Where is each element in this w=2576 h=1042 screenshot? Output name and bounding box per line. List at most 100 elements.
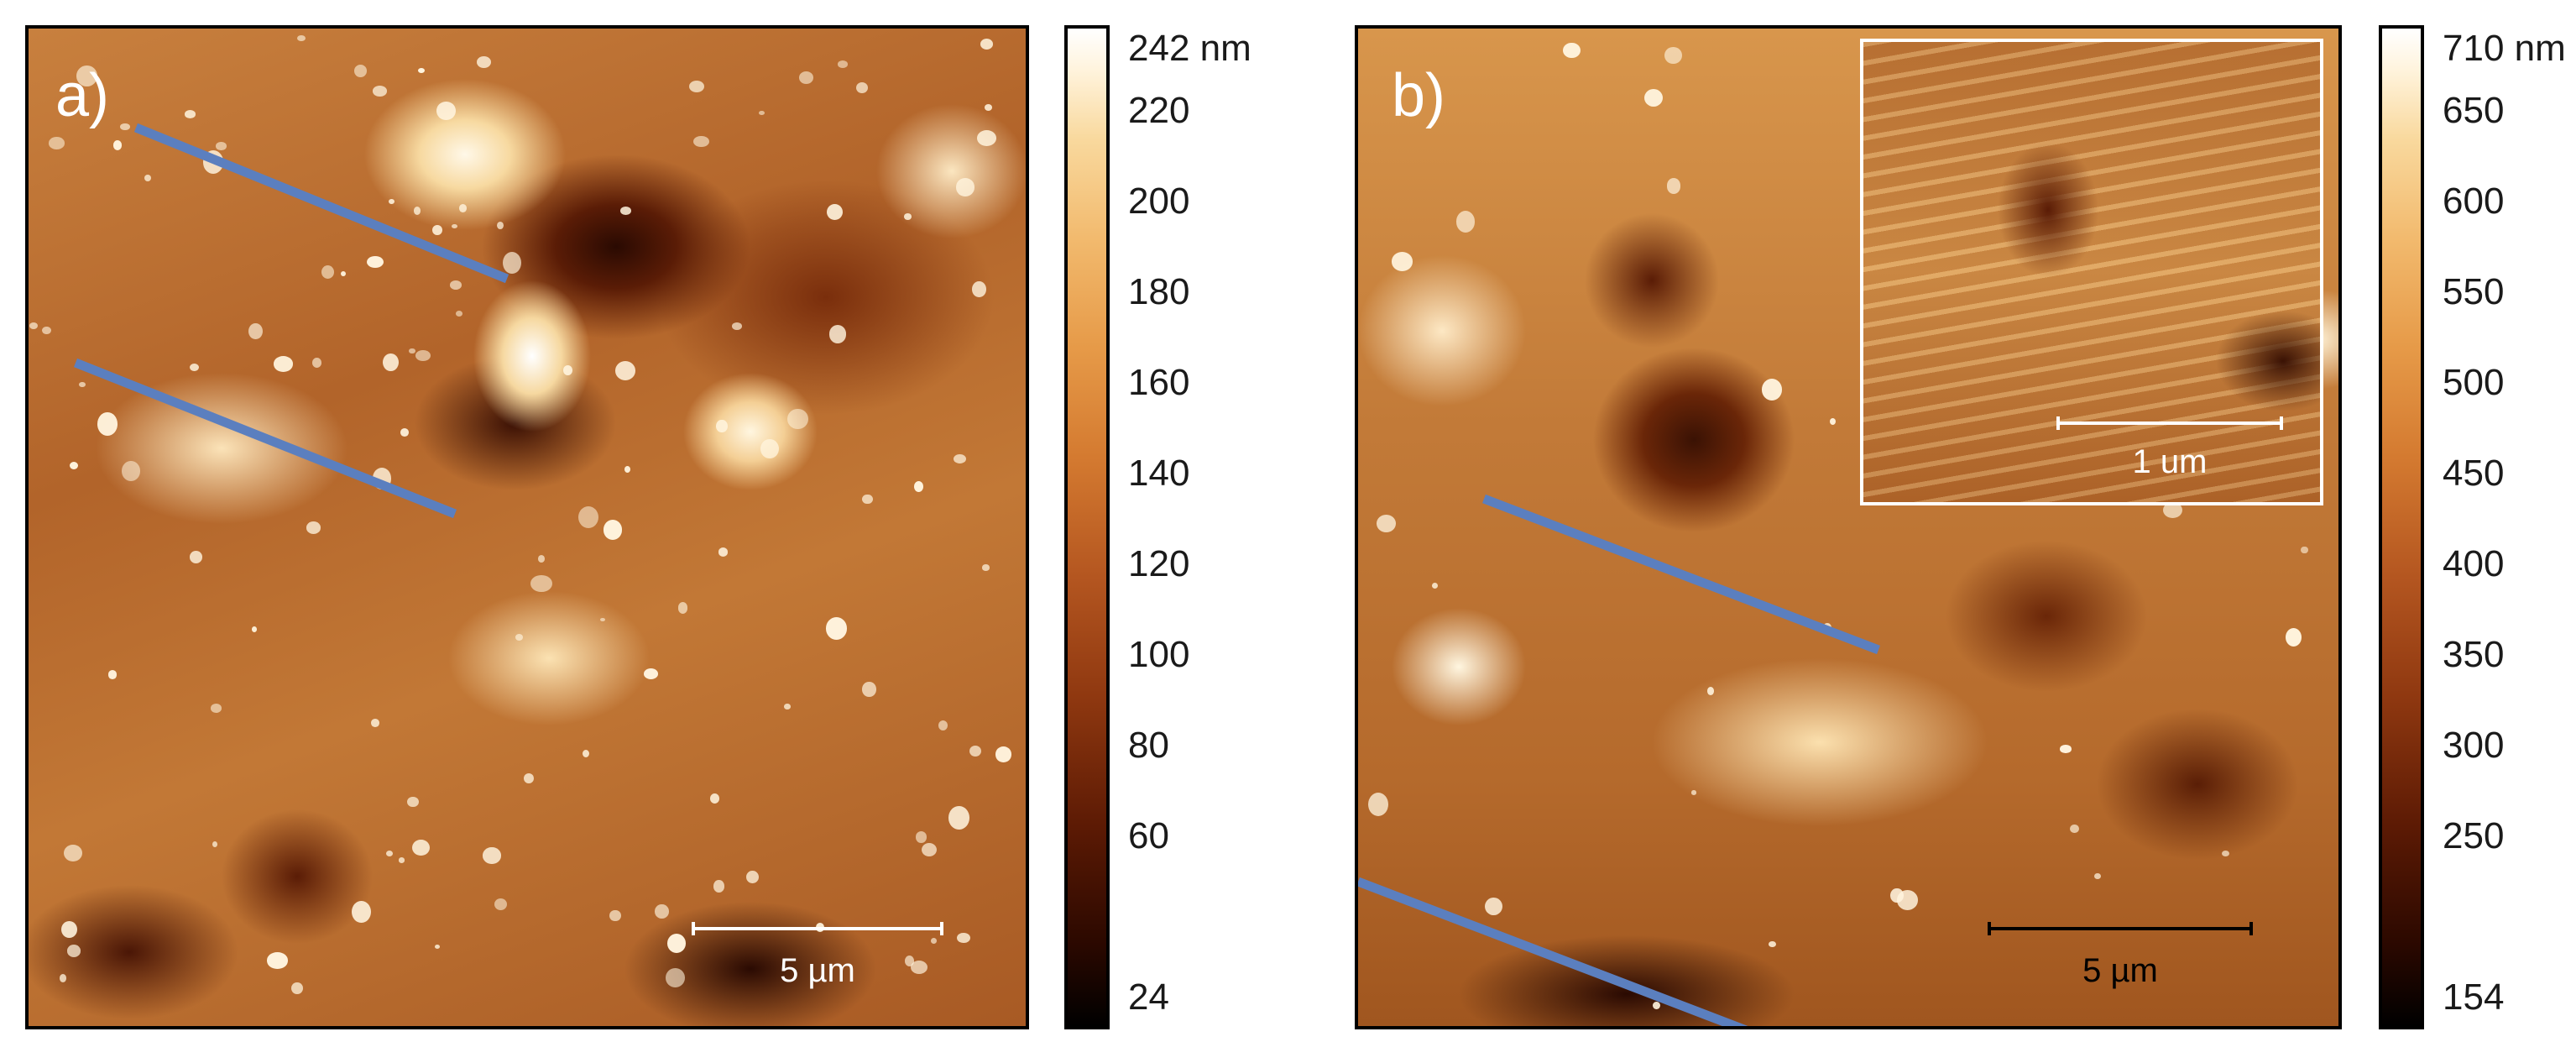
surface-particle bbox=[502, 251, 521, 274]
colorbar-b-tick-label: 450 bbox=[2443, 453, 2505, 494]
surface-particle bbox=[452, 223, 458, 228]
surface-particle bbox=[515, 634, 524, 641]
surface-particle bbox=[677, 602, 688, 614]
surface-particle bbox=[537, 554, 545, 563]
surface-particle bbox=[248, 323, 264, 340]
surface-particle bbox=[1377, 515, 1397, 533]
surface-particle bbox=[48, 137, 65, 149]
surface-particle bbox=[825, 617, 848, 640]
surface-particle bbox=[969, 745, 982, 757]
surface-particle bbox=[828, 325, 847, 343]
colorbar-b-min-label: 154 bbox=[2443, 977, 2505, 1018]
surface-particle bbox=[79, 381, 86, 387]
surface-particle bbox=[432, 224, 443, 236]
colorbar-a-tick-label: 180 bbox=[1128, 271, 1190, 312]
surface-particle bbox=[97, 412, 118, 436]
panel-label-b: b) bbox=[1392, 62, 1446, 129]
surface-particle bbox=[311, 358, 321, 368]
surface-particle bbox=[189, 551, 203, 564]
surface-particle bbox=[1431, 582, 1438, 589]
surface-particle bbox=[718, 547, 729, 557]
afm-panel-b: b) 1 um 5 µm bbox=[1355, 25, 2342, 1029]
surface-particle bbox=[296, 34, 306, 42]
surface-particle bbox=[977, 130, 997, 146]
surface-particle bbox=[306, 521, 321, 534]
surface-particle bbox=[787, 408, 809, 430]
surface-particle bbox=[954, 454, 966, 463]
surface-particle bbox=[1367, 792, 1389, 817]
surface-particle bbox=[903, 213, 912, 221]
surface-particle bbox=[1664, 47, 1682, 65]
surface-particle bbox=[266, 952, 288, 969]
surface-particle bbox=[60, 920, 77, 938]
surface-particle bbox=[798, 71, 814, 85]
surface-particle bbox=[956, 178, 974, 196]
surface-particle bbox=[112, 139, 123, 150]
colorbar-b-tick-label: 500 bbox=[2443, 362, 2505, 403]
surface-particle bbox=[144, 175, 151, 182]
surface-particle bbox=[746, 871, 760, 884]
surface-particle bbox=[972, 281, 986, 297]
surface-particle bbox=[383, 353, 400, 371]
surface-particle bbox=[29, 322, 39, 329]
colorbar-b-tick-label: 400 bbox=[2443, 543, 2505, 584]
colorbar-a-tick-label: 220 bbox=[1128, 90, 1190, 131]
surface-particle bbox=[398, 857, 405, 863]
profile-lines-a bbox=[73, 123, 509, 519]
colorbar-b-max-label: 710 nm bbox=[2443, 28, 2566, 69]
surface-particle bbox=[119, 123, 130, 131]
surface-particle bbox=[210, 703, 222, 714]
surface-particle bbox=[948, 806, 969, 830]
surface-particle bbox=[458, 203, 468, 212]
surface-particle bbox=[189, 363, 200, 372]
surface-particle bbox=[938, 720, 948, 731]
surface-particle bbox=[732, 322, 743, 330]
surface-particle bbox=[1643, 88, 1664, 107]
surface-particle bbox=[412, 839, 430, 856]
surface-particle bbox=[1666, 178, 1681, 194]
surface-particle bbox=[388, 198, 394, 205]
surface-particle bbox=[758, 110, 765, 116]
colorbar-a-max-label: 242 nm bbox=[1128, 28, 1251, 69]
surface-particle bbox=[497, 221, 504, 229]
surface-particle bbox=[583, 749, 590, 757]
surface-particle bbox=[693, 135, 709, 148]
colorbar-b-tick-label: 300 bbox=[2443, 725, 2505, 766]
surface-particle bbox=[367, 256, 384, 269]
surface-particle bbox=[385, 851, 394, 857]
surface-particle bbox=[1706, 687, 1715, 696]
colorbar-a-tick-label: 120 bbox=[1128, 543, 1190, 584]
surface-particle bbox=[599, 617, 606, 622]
surface-particle bbox=[107, 670, 118, 679]
colorbar-a-tick-label: 140 bbox=[1128, 453, 1190, 494]
colorbar-a-min-label: 24 bbox=[1128, 977, 1169, 1018]
surface-particle bbox=[2301, 546, 2308, 554]
surface-particle bbox=[1690, 790, 1697, 795]
surface-particle bbox=[185, 110, 196, 118]
surface-particle bbox=[372, 86, 388, 97]
colorbar-b-tick-label: 350 bbox=[2443, 634, 2505, 675]
surface-particle bbox=[400, 428, 409, 437]
surface-particle bbox=[856, 81, 869, 94]
surface-particle bbox=[609, 910, 621, 922]
surface-particle bbox=[477, 55, 491, 69]
surface-particle bbox=[784, 704, 791, 710]
surface-particle bbox=[915, 831, 927, 843]
surface-particle bbox=[980, 39, 994, 50]
surface-particle bbox=[1484, 897, 1502, 916]
surface-particle bbox=[76, 65, 98, 87]
surface-particle bbox=[216, 141, 227, 150]
surface-particle bbox=[666, 967, 685, 987]
surface-particle bbox=[713, 880, 725, 893]
surface-particle bbox=[1830, 418, 1837, 426]
surface-particle bbox=[957, 932, 970, 944]
surface-particle bbox=[415, 349, 431, 361]
surface-particle bbox=[291, 982, 304, 995]
surface-particle bbox=[413, 206, 421, 215]
surface-particle bbox=[524, 773, 535, 784]
colorbar-a-tick-label: 60 bbox=[1128, 815, 1169, 856]
surface-particle bbox=[530, 574, 552, 592]
surface-particle bbox=[212, 840, 218, 848]
colorbar-b bbox=[2379, 25, 2424, 1029]
surface-particle bbox=[70, 461, 79, 470]
